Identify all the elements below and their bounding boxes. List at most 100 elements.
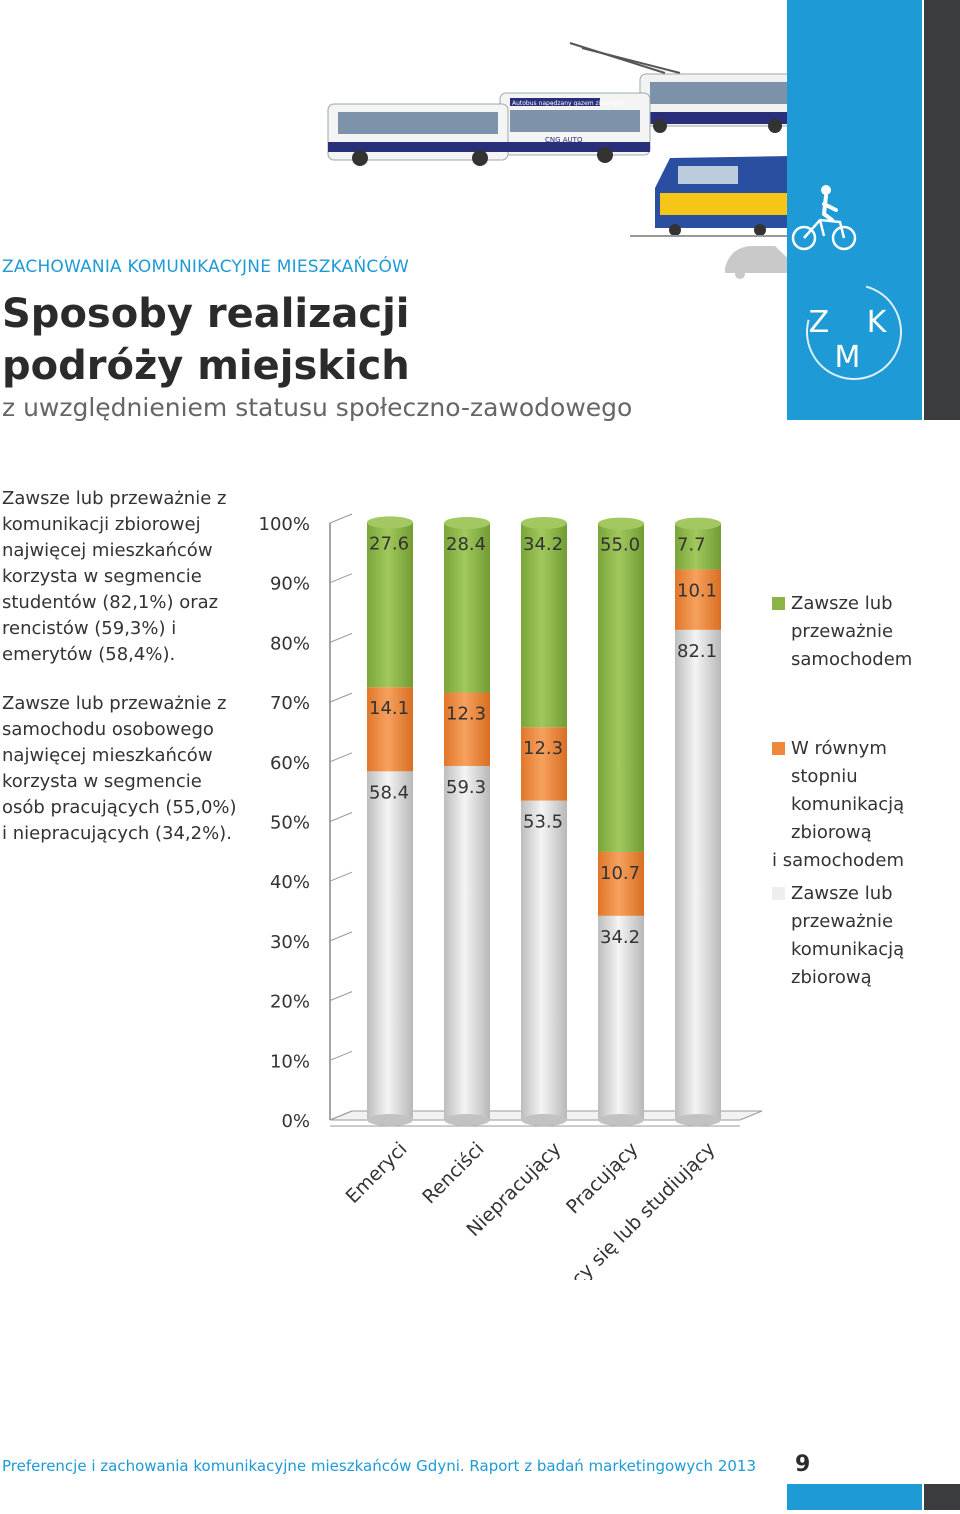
legend-swatch-car (772, 597, 785, 610)
bar-segment-both (521, 727, 567, 801)
y-tick-label: 80% (270, 633, 310, 654)
bar-segment-public-transport (444, 765, 490, 1120)
data-label: 34.2 (523, 534, 563, 555)
car-icon (725, 246, 790, 279)
category-label: Pracujący (562, 1138, 642, 1218)
footer-text: Preferencje i zachowania komunikacyjne m… (2, 1457, 756, 1475)
y-tick-label: 90% (270, 574, 310, 595)
legend-label-both-1: W równym stopniu komunikacją zbiorową (791, 738, 905, 843)
footer-dark-band (924, 1484, 960, 1510)
vehicles-illustration: Autobus napędzany gazem ziemnym CNG AUTO (327, 42, 790, 279)
bar-segment-car (444, 523, 490, 693)
data-label: 55.0 (600, 535, 640, 556)
y-tick-mark (329, 752, 353, 763)
trolleybus-icon (569, 42, 790, 133)
legend-swatch-both (772, 742, 785, 755)
y-tick-label: 50% (270, 813, 310, 834)
summary-paragraph-1: Zawsze lub przeważnie z komunikacji zbio… (2, 488, 227, 665)
bar-segment-both (444, 692, 490, 766)
cyclist-icon (791, 185, 857, 251)
summary-paragraph-2: Zawsze lub przeważnie z samochodu osobow… (2, 693, 237, 844)
data-label: 10.1 (677, 581, 717, 602)
legend-item-public-transport: Zawsze lub przeważnie komunikacją zbioro… (772, 880, 942, 992)
page-subtitle: z uwzględnieniem statusu społeczno-zawod… (2, 393, 633, 422)
bar-base-cap (675, 1114, 721, 1126)
y-tick-label: 10% (270, 1051, 310, 1072)
title-line-2: podróży miejskich (2, 343, 410, 389)
bus-brand-text: CNG AUTO (545, 136, 583, 144)
y-tick-label: 60% (270, 753, 310, 774)
y-tick-mark (329, 812, 353, 822)
bus-icon: Autobus napędzany gazem ziemnym CNG AUTO (327, 92, 651, 166)
bar-base-cap (444, 1114, 490, 1126)
bar-segment-both (675, 569, 721, 630)
data-label: 58.4 (369, 782, 409, 803)
bar-base-cap (367, 1114, 413, 1126)
train-icon (630, 156, 790, 237)
bar-base-cap (521, 1114, 567, 1126)
y-tick-mark (329, 1050, 353, 1061)
y-tick-mark (329, 573, 353, 584)
legend-label-car: Zawsze lub przeważnie samochodem (791, 593, 913, 670)
bar-top-cap (675, 517, 721, 530)
y-tick-label: 100% (259, 514, 310, 535)
data-label: 34.2 (600, 927, 640, 948)
page-title: Sposoby realizacji podróży miejskich (2, 288, 522, 392)
data-label: 28.4 (446, 534, 486, 555)
stacked-bar-chart: 0% 10% 20% 30% 40% 50% 60% 70% 80% 90% 100% 58.4 14… (259, 513, 763, 1280)
bar-top-cap (444, 517, 490, 529)
legend-item-both: W równym stopniu komunikacją zbiorową i … (772, 735, 942, 875)
bar-segment-public-transport (367, 771, 413, 1120)
bus-banner-text: Autobus napędzany gazem ziemnym (512, 100, 623, 107)
data-label: 10.7 (600, 863, 640, 884)
data-label: 59.3 (446, 777, 486, 798)
data-label: 27.6 (369, 533, 409, 554)
y-tick-label: 0% (281, 1111, 310, 1132)
legend-swatch-public-transport (772, 887, 785, 900)
y-tick-mark (329, 931, 353, 942)
axis-layer: 0% 10% 20% 30% 40% 50% 60% 70% 80% 90% 100% (259, 513, 763, 1132)
brand-logo: Z K M (808, 305, 901, 375)
bar-segment-car (598, 523, 644, 852)
bar-segment-public-transport (598, 915, 644, 1120)
bar-segment-public-transport (675, 629, 721, 1120)
bar-top-cap (367, 516, 413, 529)
bars-layer (367, 516, 721, 1126)
legend-label-both-2: i samochodem (772, 850, 905, 871)
dark-band (924, 0, 960, 420)
category-label: Renciści (418, 1138, 488, 1208)
data-label: 7.7 (677, 535, 706, 556)
y-tick-mark (329, 871, 353, 882)
y-tick-mark (329, 991, 353, 1002)
bar-segment-both (598, 851, 644, 916)
brand-band (787, 0, 922, 420)
y-tick-mark (329, 513, 353, 524)
y-tick-label: 30% (270, 932, 310, 953)
bar-segment-car (367, 522, 413, 688)
bar-base-cap (598, 1114, 644, 1126)
y-tick-mark (329, 692, 353, 703)
y-tick-label: 20% (270, 992, 310, 1013)
footer-band (787, 1484, 922, 1510)
data-label: 14.1 (369, 698, 409, 719)
data-label: 12.3 (523, 738, 563, 759)
y-tick-mark (329, 632, 353, 643)
bar-segment-car (521, 523, 567, 728)
bar-segment-public-transport (521, 800, 567, 1120)
bar-segment-car (675, 523, 721, 570)
y-tick-label: 70% (270, 693, 310, 714)
y-tick-label: 40% (270, 872, 310, 893)
section-kicker: ZACHOWANIA KOMUNIKACYJNE MIESZKAŃCÓW (2, 257, 410, 277)
data-label: 53.5 (523, 812, 563, 833)
legend-item-car: Zawsze lub przeważnie samochodem (772, 590, 942, 674)
data-label: 82.1 (677, 641, 717, 662)
bar-top-cap (521, 517, 567, 529)
data-label: 12.3 (446, 704, 486, 725)
title-line-1: Sposoby realizacji (2, 291, 410, 337)
bar-top-cap (598, 517, 644, 530)
bar-segment-both (367, 687, 413, 772)
category-label: Emeryci (342, 1138, 412, 1208)
y-tick-mark (329, 1110, 353, 1121)
page-number: 9 (795, 1452, 811, 1477)
legend-label-public-transport: Zawsze lub przeważnie komunikacją zbioro… (791, 883, 905, 988)
